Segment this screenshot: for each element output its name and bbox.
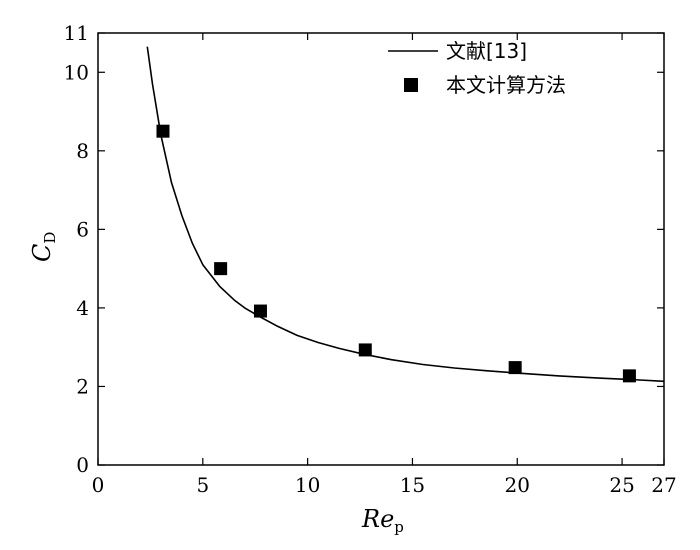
legend: 文献[13] 本文计算方法	[388, 39, 566, 97]
x-tick-label: 25	[609, 473, 634, 497]
data-point-square	[156, 124, 170, 138]
legend-label-reference: 文献[13]	[446, 39, 527, 63]
y-tick-label: 0	[76, 453, 89, 477]
x-tick-label: 0	[92, 473, 105, 497]
tick-labels: 0 5 10 15 20 25 27 0 2 4 6 8 10 11	[64, 21, 677, 497]
y-axis-label-sub: D	[41, 232, 59, 244]
legend-label-method: 本文计算方法	[446, 73, 566, 97]
data-point-square	[358, 343, 372, 357]
x-tick-label: 10	[295, 473, 320, 497]
y-tick-label: 6	[76, 217, 89, 241]
data-point-square	[214, 262, 228, 276]
reference-curve	[146, 46, 665, 383]
y-tick-label: 2	[76, 374, 89, 398]
x-axis-label: Rep	[361, 505, 404, 536]
data-point-square	[508, 361, 522, 375]
x-axis-label-sub: p	[394, 518, 404, 536]
series-layer	[146, 46, 665, 383]
y-axis-label-main: C	[28, 244, 56, 262]
y-tick-label: 4	[76, 296, 89, 320]
x-tick-label: 20	[505, 473, 530, 497]
data-point-square	[622, 369, 636, 383]
legend-marker-swatch	[404, 78, 418, 92]
x-tick-label: 27	[651, 473, 676, 497]
y-tick-label: 8	[76, 139, 89, 163]
y-tick-label: 10	[64, 60, 89, 84]
y-tick-label: 11	[64, 21, 89, 45]
y-axis-label: CD	[28, 232, 59, 262]
axis-ticks	[97, 32, 665, 466]
x-tick-label: 5	[196, 473, 209, 497]
x-axis-label-main: Re	[361, 505, 394, 533]
x-tick-label: 15	[400, 473, 425, 497]
data-point-square	[253, 304, 267, 318]
plot-frame	[97, 32, 665, 466]
